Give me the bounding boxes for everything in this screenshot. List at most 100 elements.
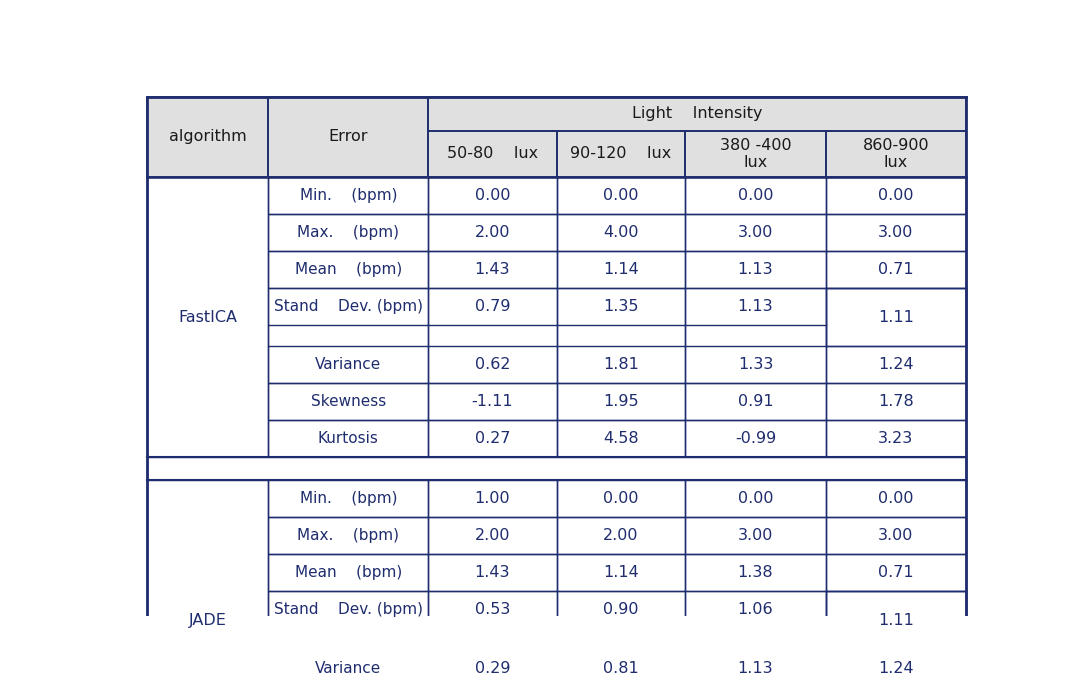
Bar xyxy=(685,383,825,420)
Bar xyxy=(825,347,965,383)
Text: 1.81: 1.81 xyxy=(603,357,639,372)
Text: 0.71: 0.71 xyxy=(877,262,913,277)
Bar xyxy=(685,420,825,457)
Text: Stand    Dev. (bpm): Stand Dev. (bpm) xyxy=(274,602,422,617)
Bar xyxy=(557,288,685,325)
Text: 1.38: 1.38 xyxy=(737,565,773,581)
Text: -1.11: -1.11 xyxy=(471,394,514,410)
Bar xyxy=(825,554,965,591)
Bar xyxy=(268,554,428,591)
Bar xyxy=(685,480,825,518)
Text: 1.13: 1.13 xyxy=(737,661,773,676)
Bar xyxy=(428,591,557,628)
Bar xyxy=(557,480,685,518)
Bar xyxy=(148,480,268,692)
Bar xyxy=(428,420,557,457)
Bar xyxy=(268,251,428,288)
Bar xyxy=(557,251,685,288)
Bar xyxy=(557,686,685,692)
Text: 1.00: 1.00 xyxy=(475,491,510,507)
Text: 1.13: 1.13 xyxy=(737,299,773,314)
Text: 3.00: 3.00 xyxy=(737,225,773,240)
Bar xyxy=(428,131,557,177)
Text: Stand    Dev. (bpm): Stand Dev. (bpm) xyxy=(274,299,422,314)
Text: Min.    (bpm): Min. (bpm) xyxy=(300,491,397,507)
Text: 0.00: 0.00 xyxy=(879,188,913,203)
Text: Mean    (bpm): Mean (bpm) xyxy=(294,262,402,277)
Text: 1.14: 1.14 xyxy=(603,565,639,581)
Text: 90-120    lux: 90-120 lux xyxy=(570,147,671,161)
Text: 3.00: 3.00 xyxy=(737,528,773,543)
Bar xyxy=(428,177,557,214)
Bar xyxy=(428,650,557,686)
Text: Min.    (bpm): Min. (bpm) xyxy=(300,188,397,203)
Bar xyxy=(685,347,825,383)
Bar xyxy=(685,554,825,591)
Bar xyxy=(825,480,965,518)
Bar xyxy=(268,480,428,518)
Text: 1.43: 1.43 xyxy=(475,565,510,581)
Text: 0.79: 0.79 xyxy=(475,299,510,314)
Bar xyxy=(685,518,825,554)
Bar xyxy=(557,554,685,591)
Bar xyxy=(825,214,965,251)
Bar xyxy=(557,518,685,554)
Bar xyxy=(428,518,557,554)
Bar xyxy=(557,628,685,650)
Text: Max.    (bpm): Max. (bpm) xyxy=(298,528,400,543)
Bar xyxy=(825,518,965,554)
Bar xyxy=(557,131,685,177)
Text: algorithm: algorithm xyxy=(169,129,247,145)
Bar xyxy=(825,177,965,214)
Text: 0.27: 0.27 xyxy=(475,431,510,446)
Bar xyxy=(685,591,825,628)
Text: 0.81: 0.81 xyxy=(603,661,639,676)
Text: 1.11: 1.11 xyxy=(877,613,913,628)
Bar xyxy=(268,686,428,692)
Text: FastICA: FastICA xyxy=(178,309,238,325)
Text: 4.00: 4.00 xyxy=(603,225,639,240)
Bar xyxy=(268,97,428,177)
Text: 3.00: 3.00 xyxy=(879,225,913,240)
Text: 380 -400
lux: 380 -400 lux xyxy=(720,138,792,170)
Text: 0.00: 0.00 xyxy=(879,491,913,507)
Text: 50-80    lux: 50-80 lux xyxy=(446,147,538,161)
Bar xyxy=(825,131,965,177)
Bar xyxy=(268,325,428,347)
Text: 1.24: 1.24 xyxy=(877,357,913,372)
Text: 0.00: 0.00 xyxy=(737,188,773,203)
Text: 0.00: 0.00 xyxy=(603,188,639,203)
Bar xyxy=(148,177,268,457)
Bar xyxy=(825,628,965,650)
Text: 0.90: 0.90 xyxy=(603,602,639,617)
Text: 2.00: 2.00 xyxy=(475,225,510,240)
Text: 4.58: 4.58 xyxy=(603,431,639,446)
Bar xyxy=(685,325,825,347)
Text: 3.00: 3.00 xyxy=(879,528,913,543)
Bar xyxy=(685,288,825,325)
Bar xyxy=(825,383,965,420)
Text: 2.00: 2.00 xyxy=(475,528,510,543)
Text: JADE: JADE xyxy=(189,613,227,628)
Text: 0.00: 0.00 xyxy=(603,491,639,507)
Bar xyxy=(268,347,428,383)
Text: 0.71: 0.71 xyxy=(877,565,913,581)
Text: -0.99: -0.99 xyxy=(735,431,776,446)
Text: Skewness: Skewness xyxy=(311,394,386,410)
Bar xyxy=(825,650,965,686)
Bar xyxy=(148,97,268,177)
Text: 1.06: 1.06 xyxy=(737,602,773,617)
Bar xyxy=(428,347,557,383)
Bar xyxy=(268,288,428,325)
Bar xyxy=(825,686,965,692)
Text: 0.00: 0.00 xyxy=(475,188,510,203)
Text: Mean    (bpm): Mean (bpm) xyxy=(294,565,402,581)
Text: Variance: Variance xyxy=(315,661,381,676)
Text: 0.91: 0.91 xyxy=(737,394,773,410)
Bar xyxy=(428,554,557,591)
Bar xyxy=(685,177,825,214)
Text: 860-900
lux: 860-900 lux xyxy=(862,138,930,170)
Bar xyxy=(428,686,557,692)
Bar xyxy=(428,383,557,420)
Bar xyxy=(557,420,685,457)
